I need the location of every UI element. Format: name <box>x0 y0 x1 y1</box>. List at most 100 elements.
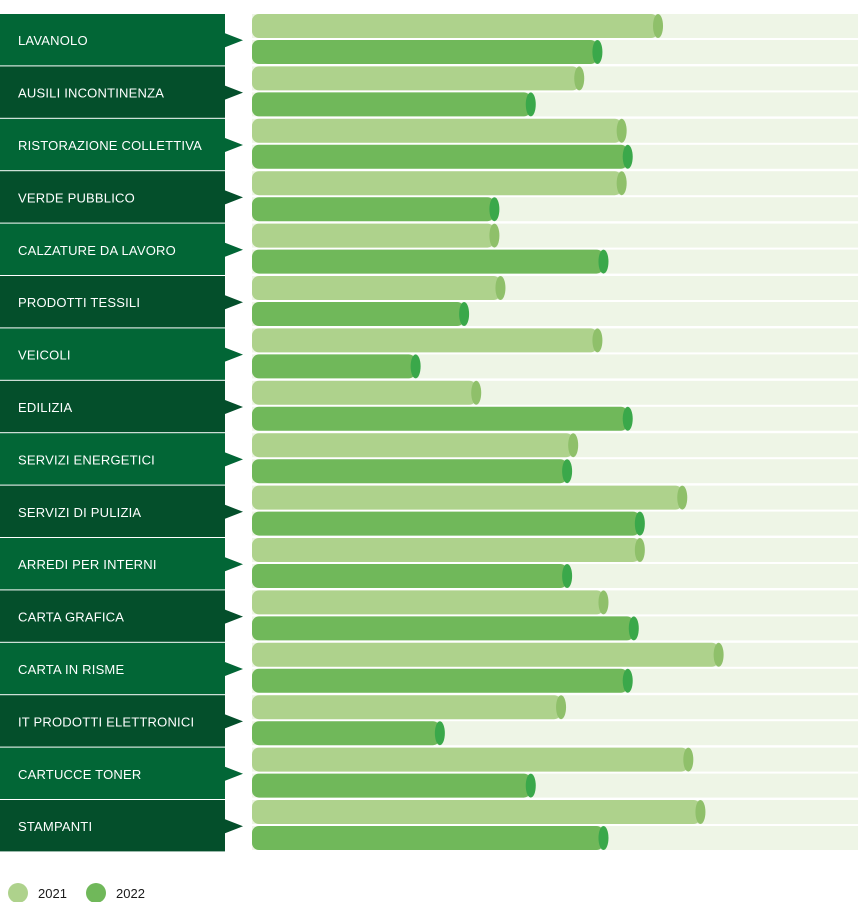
category-arrow <box>225 557 243 572</box>
bar-cap-2021 <box>683 747 694 772</box>
bar-2022 <box>252 406 628 431</box>
category-label: PRODOTTI TESSILI <box>18 295 140 310</box>
bar-2022 <box>252 92 531 117</box>
bar-2022 <box>252 197 495 222</box>
bar-2021 <box>252 642 719 667</box>
bar-2022 <box>252 564 568 588</box>
category-arrow <box>225 85 243 100</box>
legend-swatch-2022 <box>86 883 106 902</box>
category-arrow <box>225 33 243 48</box>
bar-2022 <box>252 668 628 693</box>
category-label: AUSILI INCONTINENZA <box>18 86 164 101</box>
bar-cap-2022 <box>562 459 573 484</box>
category-arrow <box>225 766 243 781</box>
bar-cap-2022 <box>598 826 609 850</box>
category-label: ARREDI PER INTERNI <box>18 557 157 572</box>
category-arrow <box>225 190 243 205</box>
bar-cap-2022 <box>434 721 445 746</box>
category-label-box <box>0 747 225 799</box>
bar-2021 <box>252 695 562 720</box>
bar-cap-2022 <box>592 40 603 64</box>
bar-2021 <box>252 328 598 353</box>
bar-2022 <box>252 721 440 746</box>
category-arrow <box>225 609 243 624</box>
category-label-box <box>0 433 225 485</box>
bar-2021 <box>252 747 689 772</box>
bar-2021 <box>252 276 501 300</box>
category-arrow <box>225 138 243 152</box>
category-label-box <box>0 800 225 852</box>
category-label: CARTA IN RISME <box>18 662 124 677</box>
category-arrow <box>225 819 243 834</box>
category-arrow <box>225 295 243 310</box>
bar-2022 <box>252 826 604 850</box>
bar-2021 <box>252 538 640 562</box>
category-arrow <box>225 242 243 257</box>
bar-cap-2021 <box>616 171 627 196</box>
legend-label: 2022 <box>116 886 145 901</box>
bar-cap-2021 <box>556 695 567 720</box>
category-label: IT PRODOTTI ELETTRONICI <box>18 714 194 729</box>
bar-2022 <box>252 249 604 274</box>
category-label: CARTA GRAFICA <box>18 610 124 625</box>
bar-2021 <box>252 223 495 248</box>
category-label-box <box>0 171 225 223</box>
bar-2021 <box>252 800 701 824</box>
bar-2021 <box>252 66 580 91</box>
category-label: CALZATURE DA LAVORO <box>18 243 176 258</box>
bar-cap-2021 <box>471 380 482 405</box>
bar-cap-2022 <box>562 564 573 588</box>
bar-cap-2021 <box>713 642 724 667</box>
category-label-box <box>0 14 225 66</box>
bar-2022 <box>252 459 568 484</box>
category-label-box <box>0 66 225 118</box>
category-label: STAMPANTI <box>18 819 92 834</box>
bar-2021 <box>252 380 477 405</box>
bar-cap-2022 <box>634 511 645 536</box>
category-arrow <box>225 504 243 519</box>
bar-2022 <box>252 773 531 798</box>
bar-cap-2022 <box>489 197 500 222</box>
legend-label: 2021 <box>38 886 67 901</box>
category-label-box <box>0 485 225 537</box>
bar-cap-2022 <box>459 302 470 326</box>
category-label-box <box>0 695 225 747</box>
bar-2022 <box>252 302 465 326</box>
bar-cap-2021 <box>634 538 645 562</box>
bar-cap-2021 <box>495 276 506 300</box>
category-label: RISTORAZIONE COLLETTIVA <box>18 138 202 153</box>
bar-2022 <box>252 354 416 379</box>
bar-cap-2022 <box>525 92 536 117</box>
category-label-box <box>0 538 225 590</box>
legend-swatch-2021 <box>8 883 28 902</box>
bar-cap-2021 <box>616 118 627 143</box>
bar-2021 <box>252 485 683 510</box>
bar-cap-2022 <box>622 406 633 431</box>
bar-cap-2021 <box>568 433 579 458</box>
category-label-box <box>0 642 225 695</box>
bar-cap-2022 <box>628 616 639 641</box>
category-arrow <box>225 662 243 676</box>
bar-cap-2021 <box>653 14 664 38</box>
bar-cap-2022 <box>410 354 421 379</box>
bar-cap-2021 <box>592 328 603 353</box>
category-label-box <box>0 118 225 171</box>
category-label: LAVANOLO <box>18 33 88 48</box>
bar-cap-2022 <box>598 249 609 274</box>
category-arrow <box>225 347 243 362</box>
bar-2022 <box>252 40 598 64</box>
category-arrow <box>225 452 243 467</box>
category-label: SERVIZI DI PULIZIA <box>18 505 141 520</box>
bar-cap-2021 <box>695 800 706 824</box>
bar-cap-2021 <box>574 66 585 91</box>
category-label: VEICOLI <box>18 348 71 363</box>
category-label: EDILIZIA <box>18 400 72 415</box>
bar-cap-2021 <box>598 590 609 615</box>
category-label-box <box>0 223 225 275</box>
bar-2021 <box>252 171 622 196</box>
category-label-box <box>0 380 225 433</box>
bar-2021 <box>252 118 622 143</box>
category-arrow <box>225 714 243 729</box>
bar-2022 <box>252 144 628 169</box>
